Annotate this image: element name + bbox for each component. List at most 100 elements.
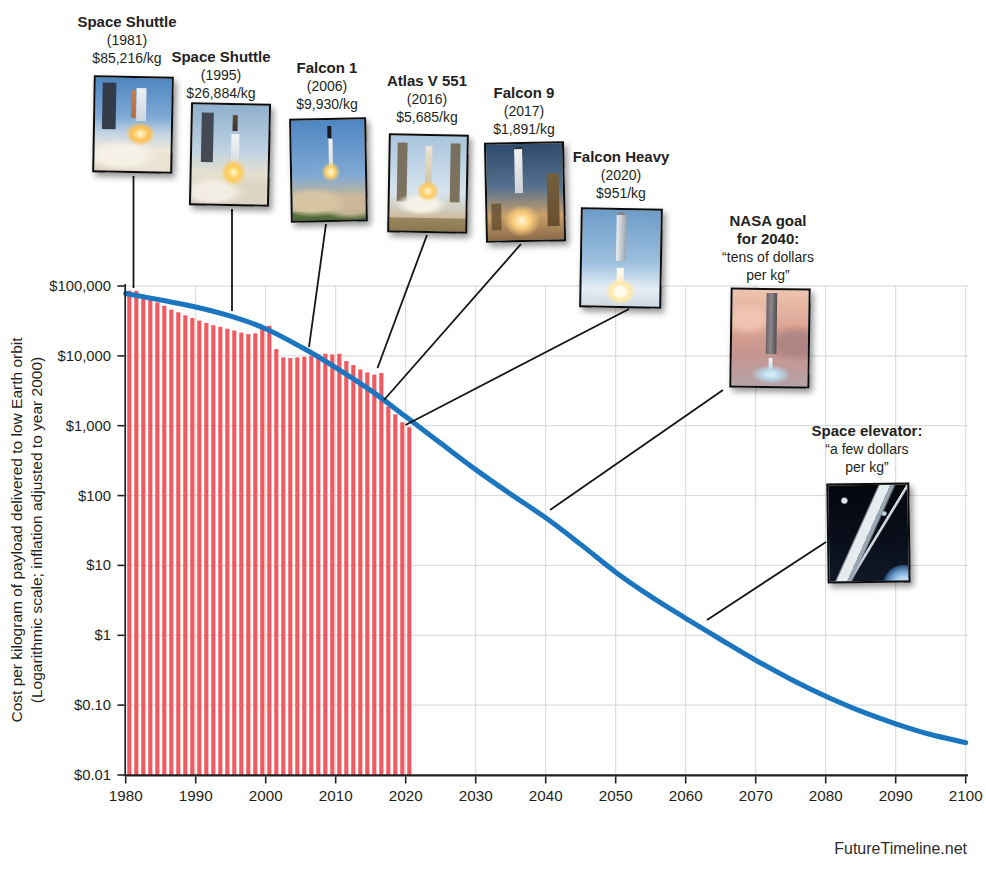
cost-bar <box>148 299 152 775</box>
cost-bar <box>309 356 313 775</box>
connector-space-elevator <box>707 542 826 620</box>
annotation-quote-line1: “a few dollars <box>792 440 942 458</box>
connector-nasa-goal <box>550 390 723 510</box>
falcon-heavy-photo <box>579 207 663 308</box>
annotation-falcon-heavy: Falcon Heavy (2020) $951/kg <box>546 148 696 202</box>
cost-bar <box>267 326 271 775</box>
x-tick-label: 2070 <box>739 787 773 804</box>
x-tick-label: 2000 <box>249 787 283 804</box>
cost-bar <box>365 372 369 775</box>
cost-bar <box>197 321 201 775</box>
y-tick-label: $100 <box>78 488 111 504</box>
annotation-title: Space Shuttle <box>52 13 202 31</box>
annotation-year: (2020) <box>546 166 696 184</box>
annotation-space-elevator: Space elevator: “a few dollars per kg” <box>792 422 942 476</box>
x-tick-label: 2010 <box>319 787 353 804</box>
y-tick-label: $0.10 <box>74 697 111 713</box>
x-tick-label: 2090 <box>879 787 913 804</box>
annotation-title-line2: for 2040: <box>693 230 843 248</box>
y-axis-ticks <box>118 286 125 775</box>
annotation-quote-line2: per kg” <box>693 266 843 284</box>
cost-bar <box>316 354 320 775</box>
y-axis-title-line1: Cost per kilogram of payload delivered t… <box>8 337 25 723</box>
cost-bar <box>358 369 362 775</box>
cost-bar <box>141 295 145 775</box>
annotation-title: Falcon Heavy <box>546 148 696 166</box>
cost-bar <box>274 349 278 775</box>
x-axis-labels: 1980 1990 2000 2010 2020 2030 2040 2050 2060 2070… <box>109 787 983 804</box>
cost-bar <box>400 422 404 775</box>
annotation-quote-line1: “tens of dollars <box>693 248 843 266</box>
cost-bar <box>218 327 222 775</box>
cost-bar <box>134 291 138 775</box>
atlas-v-551-photo <box>387 133 469 233</box>
y-tick-label: $0.01 <box>74 767 111 783</box>
connector-falconheavy <box>406 309 630 425</box>
cost-bar <box>323 354 327 775</box>
cost-bar <box>127 291 131 775</box>
cost-bar <box>260 328 264 776</box>
x-tick-label: 1980 <box>109 787 143 804</box>
x-tick-label: 1990 <box>179 787 213 804</box>
cost-bar <box>407 427 411 775</box>
cost-bar <box>211 325 215 775</box>
cost-bar <box>162 306 166 775</box>
cost-bar <box>295 357 299 775</box>
y-tick-label: $1 <box>95 627 111 643</box>
annotation-year: (1981) <box>52 31 202 49</box>
cost-bar <box>337 354 341 775</box>
x-tick-label: 2050 <box>599 787 633 804</box>
cost-bars <box>127 291 411 775</box>
annotation-year: (2017) <box>449 102 599 120</box>
cost-bar <box>288 358 292 775</box>
y-axis-title-line2: (Logarithmic scale; inflation adjusted t… <box>28 357 45 703</box>
cost-bar <box>386 406 390 775</box>
x-axis-ticks <box>126 777 966 784</box>
cost-bar <box>281 357 285 775</box>
cost-bar <box>302 357 306 775</box>
annotation-title: Falcon 9 <box>449 84 599 102</box>
watermark: FutureTimeline.net <box>834 840 967 858</box>
cost-bar <box>190 318 194 775</box>
x-tick-label: 2080 <box>809 787 843 804</box>
y-axis-title: Cost per kilogram of payload delivered t… <box>8 337 45 723</box>
x-tick-label: 2040 <box>529 787 563 804</box>
nasa-goal-rocket-photo <box>729 287 810 388</box>
cost-bar <box>344 361 348 775</box>
annotation-title: Space elevator: <box>792 422 942 440</box>
x-tick-label: 2030 <box>459 787 493 804</box>
annotation-price: $951/kg <box>546 184 696 202</box>
x-tick-label: 2060 <box>669 787 703 804</box>
cost-bar <box>176 312 180 775</box>
cost-bar <box>183 315 187 775</box>
cost-bar <box>239 333 243 775</box>
x-tick-label: 2100 <box>949 787 983 804</box>
cost-bar <box>351 365 355 775</box>
cost-bar <box>232 331 236 775</box>
connector-atlas551 <box>378 235 428 368</box>
annotation-price: $1,891/kg <box>449 120 599 138</box>
x-tick-label: 2020 <box>389 787 423 804</box>
cost-bar <box>253 333 257 775</box>
cost-bar <box>330 354 334 775</box>
cost-bar <box>155 303 159 776</box>
y-tick-label: $100,000 <box>49 278 111 294</box>
y-tick-label: $1,000 <box>66 418 111 434</box>
cost-bar <box>246 334 250 775</box>
space-shuttle-1995-photo <box>189 102 271 207</box>
falcon-1-photo <box>289 117 368 222</box>
y-tick-label: $10 <box>86 557 111 573</box>
space-shuttle-1981-photo <box>92 75 174 173</box>
y-axis-labels: $100,000 $10,000 $1,000 $100 $10 $1 $0.10 $0.01 <box>49 278 111 783</box>
cost-bar <box>169 310 173 775</box>
y-tick-label: $10,000 <box>58 348 112 364</box>
space-elevator-photo <box>826 482 910 583</box>
cost-bar <box>379 373 383 775</box>
annotation-title-line1: NASA goal <box>693 212 843 230</box>
annotation-nasa-goal: NASA goal for 2040: “tens of dollars per… <box>693 212 843 284</box>
annotation-falcon-9: Falcon 9 (2017) $1,891/kg <box>449 84 599 138</box>
cost-bar <box>225 329 229 775</box>
cost-bar <box>204 323 208 775</box>
cost-bar <box>393 414 397 775</box>
falcon-9-photo <box>484 141 566 243</box>
